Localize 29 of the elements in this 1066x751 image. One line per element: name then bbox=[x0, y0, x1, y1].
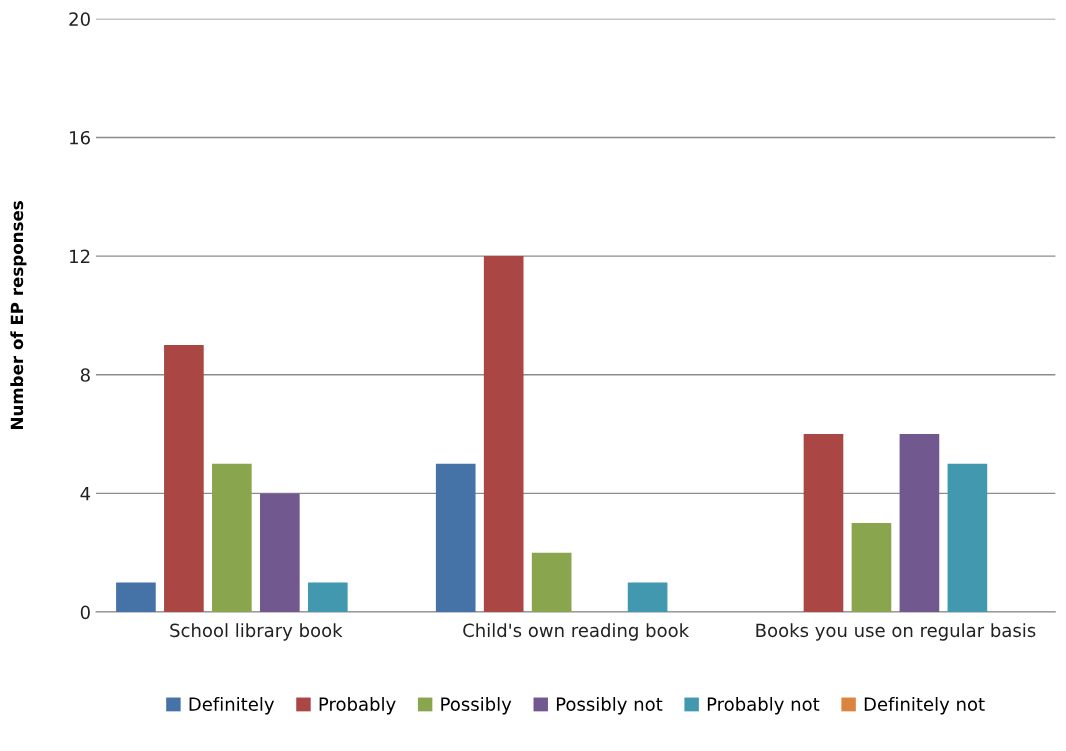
y-tick-label: 16 bbox=[70, 130, 90, 145]
bar bbox=[627, 582, 668, 613]
bar bbox=[164, 345, 204, 613]
legend-label: Probably bbox=[319, 697, 396, 715]
bar bbox=[899, 434, 940, 613]
y-tick-label: 8 bbox=[80, 368, 90, 382]
x-tick-label: Child's own reading book bbox=[463, 623, 690, 641]
bar bbox=[435, 463, 476, 613]
bar bbox=[307, 582, 348, 613]
legend-label: Probably not bbox=[707, 697, 820, 715]
x-tick-label: School library book bbox=[170, 623, 343, 641]
bar bbox=[483, 256, 524, 613]
y-tick-label: 4 bbox=[80, 487, 91, 501]
y-tick-label: 20 bbox=[69, 12, 90, 26]
legend-label: Possibly bbox=[441, 697, 512, 715]
bar bbox=[116, 582, 156, 613]
y-tick-label: 0 bbox=[80, 605, 90, 620]
bar bbox=[260, 493, 300, 613]
bar bbox=[851, 523, 892, 613]
legend-label: Definitely bbox=[189, 697, 275, 715]
bar bbox=[212, 463, 252, 613]
y-tick-label: 12 bbox=[70, 249, 90, 263]
y-axis-title: Number of EP responses bbox=[10, 201, 27, 429]
bar bbox=[531, 552, 572, 613]
x-tick-label: Books you use on regular basis bbox=[756, 623, 1036, 641]
bar bbox=[947, 463, 988, 613]
legend-label: Definitely not bbox=[864, 697, 985, 715]
bar bbox=[803, 434, 844, 613]
legend-label: Possibly not bbox=[556, 697, 663, 715]
